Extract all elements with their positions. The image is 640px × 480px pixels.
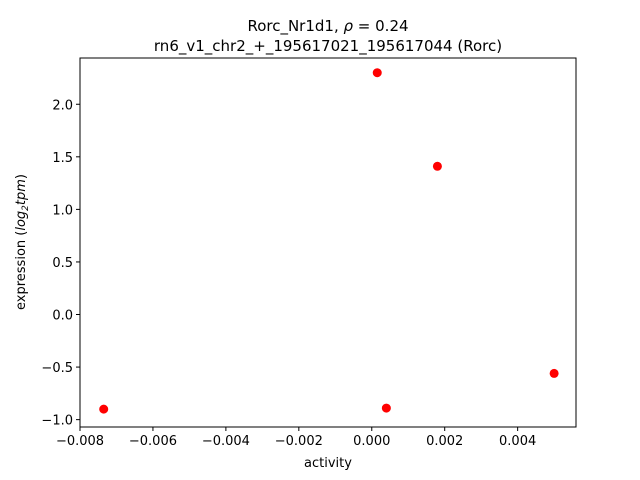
data-point: [372, 68, 382, 78]
data-points: [99, 68, 559, 414]
chart-title-name: Rorc_Nr1d1,: [247, 17, 343, 36]
y-tick-label: −1.0: [41, 414, 73, 429]
x-tick-label: −0.004: [202, 434, 250, 449]
y-tick-label: 0.0: [52, 309, 73, 324]
x-tick-label: −0.002: [275, 434, 323, 449]
chart-subtitle: rn6_v1_chr2_+_195617021_195617044 (Rorc): [154, 37, 502, 56]
y-tick-label: 2.0: [52, 98, 73, 113]
y-axis-label-prefix: expression (: [14, 231, 29, 310]
data-point: [99, 404, 109, 414]
chart-title-rho-value: = 0.24: [353, 17, 409, 35]
y-tick-label: 1.5: [52, 151, 73, 166]
x-tick-label: −0.006: [129, 434, 177, 449]
axis-ticks: −0.008 −0.006 −0.004 −0.002 0.000 0.002 0.004 −…: [41, 98, 536, 449]
y-axis-label-sub: 2: [21, 205, 31, 211]
x-tick-label: −0.008: [56, 434, 104, 449]
y-axis-label-tpm: tpm: [14, 179, 29, 205]
chart-title: Rorc_Nr1d1, ρ = 0.24: [247, 17, 408, 36]
y-tick-label: 1.0: [52, 203, 73, 218]
data-point: [549, 368, 559, 378]
y-axis-label: expression (log2tpm): [14, 174, 31, 310]
x-tick-label: 0.000: [353, 434, 390, 449]
y-tick-label: −0.5: [41, 361, 73, 376]
y-tick-label: 0.5: [52, 256, 73, 271]
y-axis-label-log: log: [14, 211, 29, 231]
data-point: [381, 403, 391, 413]
data-point: [432, 161, 442, 171]
y-axis-label-suffix: ): [14, 174, 29, 179]
chart-title-rho-symbol: ρ: [344, 17, 354, 35]
x-tick-label: 0.004: [499, 434, 536, 449]
x-axis-label: activity: [304, 456, 352, 471]
x-tick-label: 0.002: [426, 434, 463, 449]
plot-frame: [79, 57, 577, 428]
